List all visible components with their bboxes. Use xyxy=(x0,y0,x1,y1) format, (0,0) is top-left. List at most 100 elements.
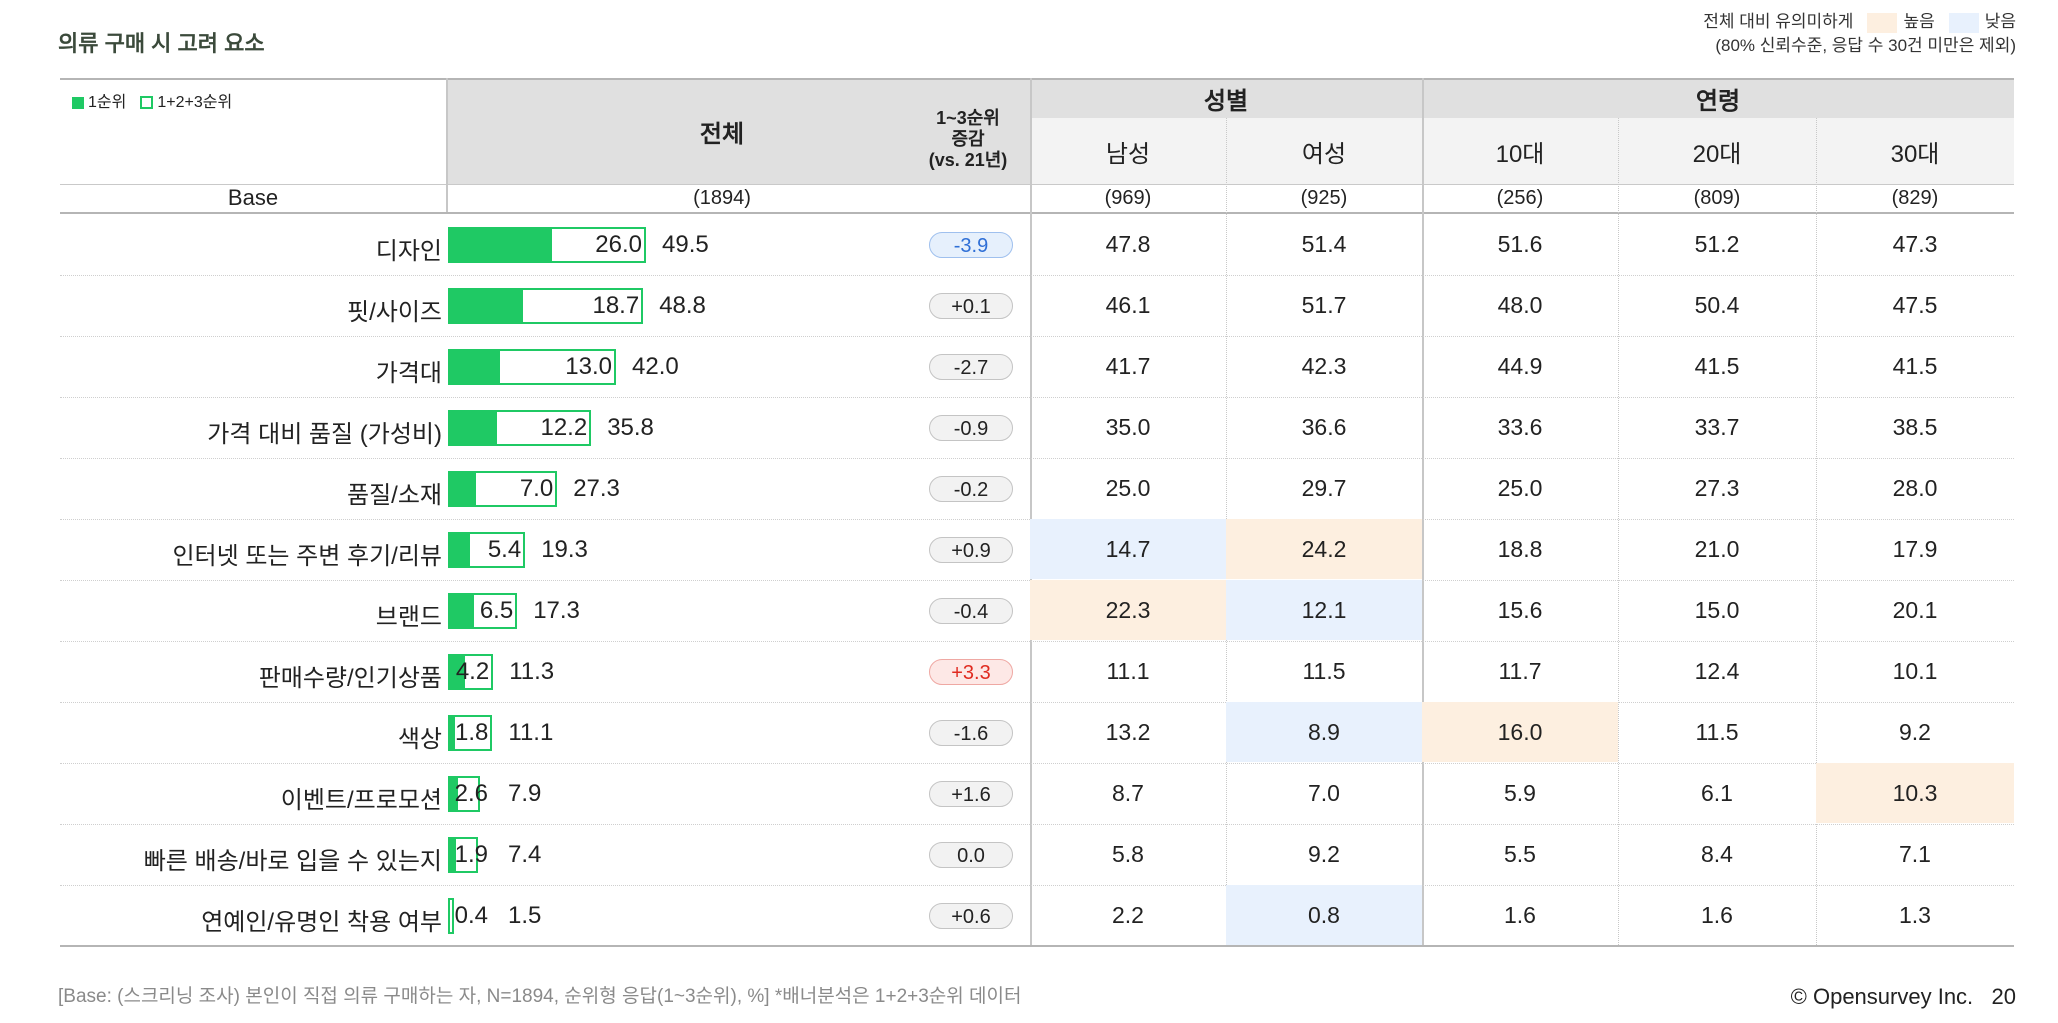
cell-20s: 50.4 xyxy=(1694,292,1740,318)
bottom-rule xyxy=(60,945,2014,947)
cell-20s: 8.4 xyxy=(1701,841,1733,867)
cell-female: 36.6 xyxy=(1301,414,1347,440)
value-rank1: 5.4 xyxy=(487,535,522,563)
delta-badge: +0.1 xyxy=(929,292,1013,319)
cell-male: 2.2 xyxy=(1112,902,1144,928)
delta-badge: 0.0 xyxy=(929,841,1013,868)
divider-dot-2 xyxy=(1618,118,1619,945)
row-divider xyxy=(60,336,2014,337)
cell-10s: 1.6 xyxy=(1504,902,1536,928)
header-group-gender: 성별 xyxy=(1203,87,1249,115)
cell-30s: 10.3 xyxy=(1816,763,2014,823)
header-rule xyxy=(60,184,2014,185)
cell-30s: 7.1 xyxy=(1899,841,1931,867)
category-label: 색상 xyxy=(397,725,442,753)
cell-10s: 48.0 xyxy=(1497,292,1543,318)
delta-badge: -0.4 xyxy=(929,597,1013,624)
header-delta-line1: 1~3순위 xyxy=(936,108,1000,128)
cell-30s: 38.5 xyxy=(1892,414,1938,440)
cell-20s: 21.0 xyxy=(1694,536,1740,562)
value-rank123: 42.0 xyxy=(632,352,679,380)
significance-legend: 전체 대비 유의미하게 높음 낮음 (80% 신뢰수준, 응답 수 30건 미만… xyxy=(1703,10,2016,58)
row-divider xyxy=(60,885,2014,886)
delta-badge: -3.9 xyxy=(929,231,1013,258)
category-label: 가격 대비 품질 (가성비) xyxy=(207,420,442,448)
cell-male: 47.8 xyxy=(1105,231,1151,257)
cell-male: 14.7 xyxy=(1030,519,1226,579)
value-rank123: 7.4 xyxy=(508,840,542,868)
cell-30s: 1.3 xyxy=(1899,902,1931,928)
row-divider xyxy=(60,824,2014,825)
cell-10s: 5.9 xyxy=(1504,780,1536,806)
cell-female: 42.3 xyxy=(1301,353,1347,379)
base-10s: (256) xyxy=(1496,187,1544,209)
delta-badge: +0.9 xyxy=(929,536,1013,563)
bar-rank1 xyxy=(448,897,450,934)
cell-male: 8.7 xyxy=(1112,780,1144,806)
rank123-swatch-icon xyxy=(140,96,154,110)
base-rule xyxy=(60,212,2014,214)
value-rank1: 4.2 xyxy=(455,657,490,685)
cell-10s: 25.0 xyxy=(1497,475,1543,501)
bar-rank1 xyxy=(448,775,459,812)
base-label: Base xyxy=(227,185,279,210)
header-group-age: 연령 xyxy=(1695,87,1741,115)
category-label: 핏/사이즈 xyxy=(347,298,442,326)
significance-legend-title: 전체 대비 유의미하게 xyxy=(1703,12,1854,31)
top-rule xyxy=(60,78,2014,80)
legend-rank123-label: 1+2+3순위 xyxy=(157,94,233,111)
cell-male: 46.1 xyxy=(1105,292,1151,318)
header-col-male: 남성 xyxy=(1105,140,1151,168)
header-delta: 1~3순위 증감 (vs. 21년) xyxy=(906,108,1030,171)
base-male: (969) xyxy=(1104,187,1152,209)
cell-20s: 41.5 xyxy=(1694,353,1740,379)
header-delta-line2: 증감 xyxy=(951,129,985,149)
value-rank1: 13.0 xyxy=(565,352,612,380)
cell-female: 8.9 xyxy=(1226,702,1422,762)
cell-20s: 51.2 xyxy=(1694,231,1740,257)
cell-10s: 51.6 xyxy=(1497,231,1543,257)
legend-rank1: 1순위 xyxy=(72,88,126,112)
category-label: 디자인 xyxy=(375,237,442,265)
legend-high-label: 높음 xyxy=(1903,12,1935,31)
bar-rank1 xyxy=(448,653,465,690)
value-rank1: 2.6 xyxy=(454,779,488,807)
row-divider xyxy=(60,397,2014,398)
category-label: 가격대 xyxy=(375,359,442,387)
bar-rank1 xyxy=(448,470,476,507)
divider-age xyxy=(1422,78,1424,945)
legend-low: 낮음 xyxy=(1948,10,2016,34)
legend-rank1-label: 1순위 xyxy=(88,94,127,111)
cell-female: 24.2 xyxy=(1226,519,1422,579)
category-label: 판매수량/인기상품 xyxy=(258,664,442,692)
delta-badge: +1.6 xyxy=(929,780,1013,807)
rank1-swatch-icon xyxy=(72,96,84,109)
value-rank1: 18.7 xyxy=(592,291,640,319)
value-rank123: 48.8 xyxy=(659,291,706,319)
significance-legend-note: (80% 신뢰수준, 응답 수 30건 미만은 제외) xyxy=(1715,36,2016,55)
cell-10s: 18.8 xyxy=(1497,536,1543,562)
category-label: 이벤트/프로모션 xyxy=(280,786,442,814)
value-rank1: 12.2 xyxy=(540,413,588,441)
cell-20s: 33.7 xyxy=(1694,414,1740,440)
base-female: (925) xyxy=(1300,187,1348,209)
divider-label xyxy=(446,78,448,212)
cell-10s: 33.6 xyxy=(1497,414,1543,440)
value-rank123: 1.5 xyxy=(508,901,542,929)
legend-high: 높음 xyxy=(1867,10,1935,34)
cell-male: 25.0 xyxy=(1105,475,1151,501)
bar-rank1 xyxy=(448,409,497,446)
header-col-female: 여성 xyxy=(1301,140,1347,168)
header-col-30s: 30대 xyxy=(1890,140,1940,168)
category-label: 인터넷 또는 주변 후기/리뷰 xyxy=(172,542,442,570)
rank-legend: 1순위 1+2+3순위 xyxy=(72,88,232,112)
value-rank123: 19.3 xyxy=(541,535,588,563)
base-total: (1894) xyxy=(693,187,751,209)
category-label: 빠른 배송/바로 입을 수 있는지 xyxy=(143,847,442,875)
cell-female: 9.2 xyxy=(1308,841,1340,867)
cell-male: 22.3 xyxy=(1030,580,1226,640)
cell-10s: 15.6 xyxy=(1497,597,1543,623)
cell-30s: 10.1 xyxy=(1892,658,1938,684)
value-rank1: 6.5 xyxy=(479,596,514,624)
cell-male: 11.1 xyxy=(1106,658,1150,684)
